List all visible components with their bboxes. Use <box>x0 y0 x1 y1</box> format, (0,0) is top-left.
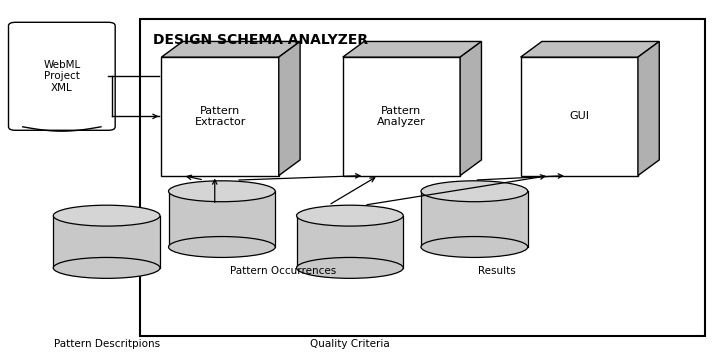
Ellipse shape <box>169 237 275 257</box>
Polygon shape <box>343 57 460 175</box>
FancyBboxPatch shape <box>9 22 115 130</box>
Ellipse shape <box>54 257 160 279</box>
Ellipse shape <box>296 257 403 279</box>
Text: WebML
Project
XML: WebML Project XML <box>44 60 81 93</box>
Text: Pattern Occurrences: Pattern Occurrences <box>231 266 337 276</box>
Ellipse shape <box>296 205 403 226</box>
Polygon shape <box>521 57 638 175</box>
Text: Quality Criteria: Quality Criteria <box>310 339 390 349</box>
Text: Pattern
Analyzer: Pattern Analyzer <box>377 106 426 127</box>
Ellipse shape <box>421 237 528 257</box>
Polygon shape <box>169 191 275 247</box>
Polygon shape <box>421 191 528 247</box>
Polygon shape <box>140 19 705 336</box>
Polygon shape <box>296 216 403 268</box>
Polygon shape <box>278 41 300 175</box>
Text: GUI: GUI <box>569 111 589 121</box>
Text: Results: Results <box>478 266 516 276</box>
Ellipse shape <box>169 181 275 202</box>
Text: Pattern Descritpions: Pattern Descritpions <box>54 339 160 349</box>
Polygon shape <box>54 216 160 268</box>
Polygon shape <box>161 57 278 175</box>
Polygon shape <box>521 41 659 57</box>
Text: DESIGN SCHEMA ANALYZER: DESIGN SCHEMA ANALYZER <box>153 33 368 47</box>
Ellipse shape <box>421 181 528 202</box>
Text: Pattern
Extractor: Pattern Extractor <box>194 106 246 127</box>
Polygon shape <box>343 41 481 57</box>
Polygon shape <box>638 41 659 175</box>
Polygon shape <box>161 41 300 57</box>
Polygon shape <box>460 41 481 175</box>
Ellipse shape <box>54 205 160 226</box>
